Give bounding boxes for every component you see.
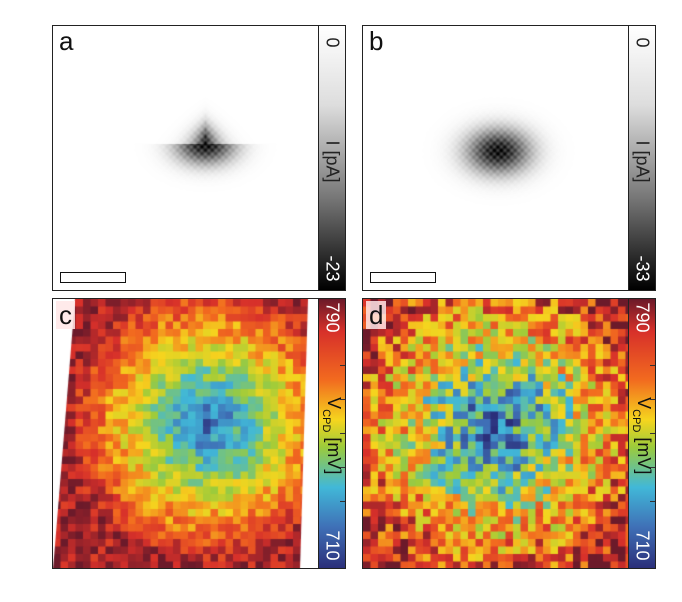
tick bbox=[340, 399, 345, 400]
panel-a-current-map: a bbox=[52, 25, 319, 291]
colorbar-d-top: 790 bbox=[632, 302, 653, 333]
scale-bar bbox=[370, 272, 436, 283]
title-unit: [mV] bbox=[323, 432, 344, 475]
colorbar-b-bottom: -33 bbox=[632, 255, 653, 282]
colorbar-d-bottom: 710 bbox=[632, 530, 653, 561]
tick bbox=[650, 501, 655, 502]
colorbar-a-top: 0 bbox=[322, 37, 343, 48]
panel-label: d bbox=[366, 301, 387, 329]
tick bbox=[650, 433, 655, 434]
panel-b-current-map: b bbox=[362, 25, 629, 291]
title-sub: CPD bbox=[320, 409, 333, 433]
tick bbox=[650, 365, 655, 366]
colorbar-a-bottom: -23 bbox=[322, 255, 343, 282]
panel-label: a bbox=[59, 26, 74, 56]
title-sub: CPD bbox=[630, 409, 643, 433]
tick bbox=[340, 433, 345, 434]
current-map-a bbox=[53, 26, 318, 290]
colorbar-b: 0 I [pA] -33 bbox=[628, 25, 656, 291]
colorbar-c: 790 VCPD [mV] 710 bbox=[318, 298, 346, 569]
panel-label: b bbox=[369, 26, 384, 56]
panel-c-cpd-map: c bbox=[52, 298, 319, 569]
colorbar-b-top: 0 bbox=[632, 37, 653, 48]
colorbar-d-title: VCPD [mV] bbox=[630, 397, 654, 474]
colorbar-a: 0 I [pA] -23 bbox=[318, 25, 346, 291]
panel-label: c bbox=[56, 301, 75, 329]
tick bbox=[340, 467, 345, 468]
tick bbox=[650, 399, 655, 400]
tick bbox=[650, 467, 655, 468]
colorbar-d: 790 VCPD [mV] 710 bbox=[628, 298, 656, 569]
tick bbox=[340, 365, 345, 366]
title-unit: [mV] bbox=[633, 432, 654, 475]
tick bbox=[340, 501, 345, 502]
colorbar-c-bottom: 710 bbox=[322, 530, 343, 561]
panel-d-cpd-map: d bbox=[362, 298, 629, 569]
colorbar-c-top: 790 bbox=[322, 302, 343, 333]
colorbar-a-title: I [pA] bbox=[322, 140, 343, 183]
scale-bar bbox=[60, 272, 126, 283]
cpd-map-c bbox=[53, 299, 318, 568]
colorbar-c-title: VCPD [mV] bbox=[320, 397, 344, 474]
current-map-b bbox=[363, 26, 628, 290]
cpd-map-d bbox=[363, 299, 628, 568]
colorbar-b-title: I [pA] bbox=[632, 140, 653, 183]
